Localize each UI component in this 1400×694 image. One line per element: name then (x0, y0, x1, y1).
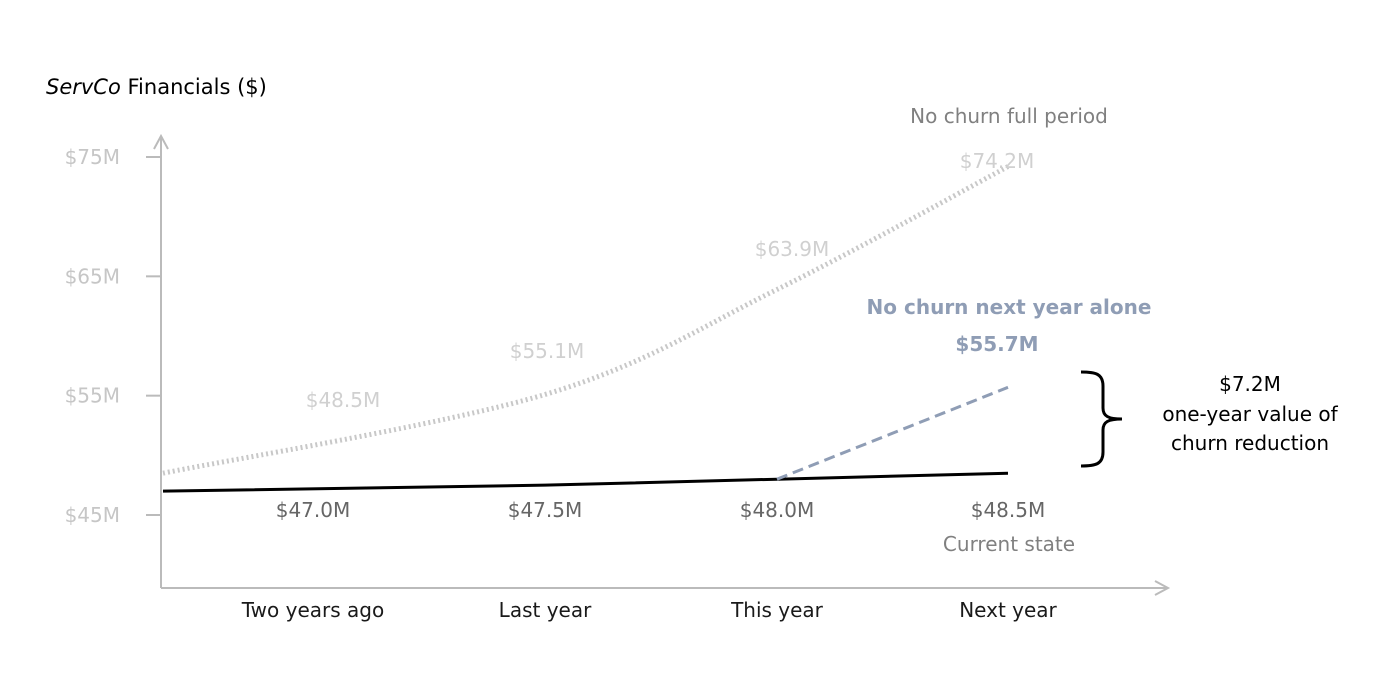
x-tick-label: Next year (959, 598, 1057, 622)
x-tick-labels: Two years ago Last year This year Next year (241, 598, 1058, 622)
series-lines (162, 164, 1010, 493)
data-label: $74.2M (960, 149, 1035, 173)
series-line-1 (162, 164, 1010, 476)
y-tick-label: $75M (65, 145, 120, 169)
data-label: $47.5M (508, 498, 583, 522)
series-line-0 (162, 471, 1009, 493)
series-line-2 (776, 385, 1009, 481)
chart-title-brand: ServCo (46, 75, 121, 99)
annotation-line1: one-year value of (1162, 402, 1338, 426)
series-name-current: Current state (943, 532, 1075, 556)
data-label: $63.9M (755, 237, 830, 261)
difference-brace (1080, 370, 1123, 468)
data-label: $55.1M (510, 339, 585, 363)
x-tick-label: Two years ago (241, 598, 384, 622)
y-tick-label: $55M (65, 384, 120, 408)
x-axis-arrow (1154, 580, 1171, 596)
x-tick-label: This year (730, 598, 824, 622)
axes (153, 133, 1171, 596)
data-label: $48.5M (306, 388, 381, 412)
data-label: $48.0M (740, 498, 815, 522)
y-ticks: $45M $55M $65M $75M (65, 145, 161, 527)
data-labels: $47.0M $47.5M $48.0M $48.5M $48.5M $55.1M $63.… (276, 149, 1046, 522)
data-label: $48.5M (971, 498, 1046, 522)
series-name-full: No churn full period (910, 104, 1108, 128)
y-axis-arrow (153, 133, 169, 150)
x-tick-label: Last year (499, 598, 592, 622)
chart-title: ServCo Financials ($) (46, 75, 267, 99)
data-label: $55.7M (955, 332, 1038, 356)
annotation-line2: churn reduction (1171, 431, 1329, 455)
data-label: $47.0M (276, 498, 351, 522)
annotation-value: $7.2M (1219, 372, 1281, 396)
y-tick-label: $65M (65, 264, 120, 288)
y-tick-label: $45M (65, 503, 120, 527)
series-name-next: No churn next year alone (867, 295, 1152, 319)
chart-title-rest: Financials ($) (121, 75, 267, 99)
